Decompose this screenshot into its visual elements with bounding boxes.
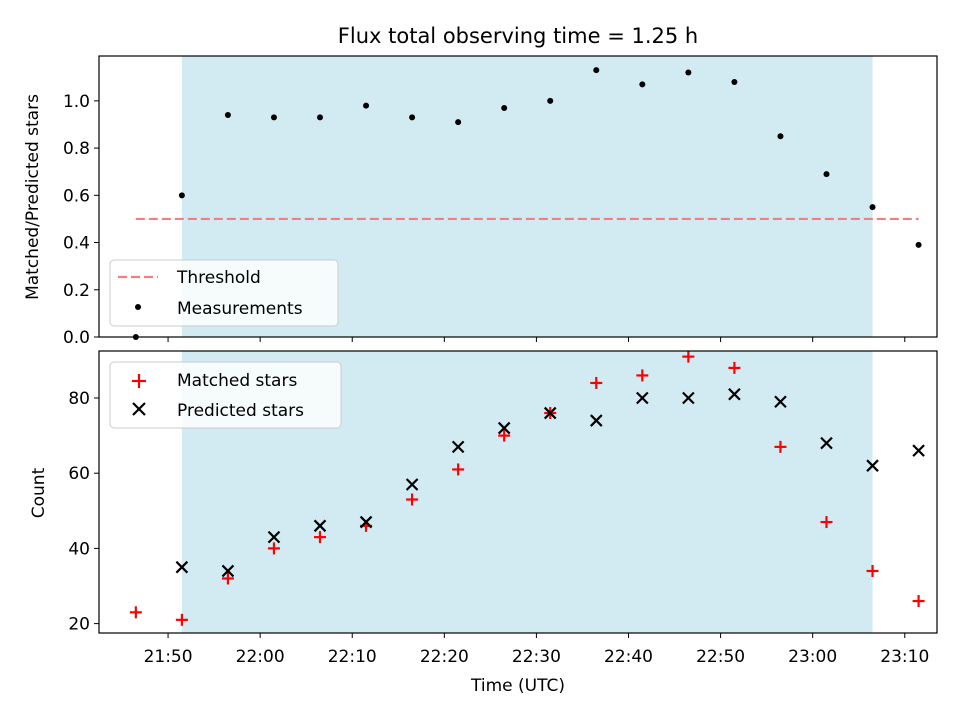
predicted-star-point bbox=[221, 564, 235, 578]
bottom-ytick-label: 80 bbox=[68, 389, 90, 409]
bottom-panel: 20 40 60 80 21:50 22:00 22:10 22:20 22:30 22:40 2… bbox=[29, 350, 938, 696]
bottom-legend: Matched stars Predicted stars bbox=[109, 361, 342, 429]
bottom-y-axis-label: Count bbox=[29, 467, 49, 518]
matched-star-point bbox=[820, 516, 833, 529]
matched-star-point bbox=[912, 595, 925, 608]
predicted-star-point bbox=[774, 395, 787, 409]
xtick-label: 23:00 bbox=[788, 647, 837, 667]
predicted-star-point bbox=[682, 391, 695, 405]
top-ytick-label: 0.8 bbox=[63, 139, 90, 159]
measurement-point bbox=[455, 119, 462, 126]
predicted-star-point bbox=[405, 478, 419, 491]
xtick-label: 22:00 bbox=[236, 647, 285, 667]
legend-predicted-marker bbox=[132, 402, 146, 416]
measurement-point bbox=[501, 104, 508, 111]
matched-star-point bbox=[728, 361, 741, 374]
measurement-point bbox=[224, 112, 231, 119]
top-legend-box bbox=[109, 259, 339, 327]
bottom-axes-frame bbox=[98, 350, 938, 634]
matched-star-point bbox=[129, 606, 142, 619]
measurement-point bbox=[363, 102, 370, 109]
matched-star-point bbox=[636, 369, 649, 382]
matched-star-point bbox=[267, 542, 280, 555]
measurement-point bbox=[639, 81, 646, 88]
measurement-point bbox=[685, 69, 692, 76]
legend-predicted-label: Predicted stars bbox=[177, 401, 304, 421]
predicted-star-point bbox=[497, 421, 511, 435]
measurement-point bbox=[593, 67, 600, 74]
xtick-label: 21:50 bbox=[144, 647, 193, 667]
xtick-label: 22:10 bbox=[328, 647, 377, 667]
bottom-ytick-label: 60 bbox=[68, 464, 90, 484]
xtick-label: 22:30 bbox=[512, 647, 561, 667]
predicted-star-point bbox=[636, 391, 649, 405]
top-ytick-label: 0.0 bbox=[63, 328, 90, 348]
matched-star-point bbox=[774, 440, 787, 453]
legend-matched-label: Matched stars bbox=[177, 371, 297, 391]
chart-title: Flux total observing time = 1.25 h bbox=[338, 24, 698, 48]
top-ytick-label: 0.4 bbox=[63, 234, 90, 254]
predicted-star-point bbox=[728, 387, 741, 401]
top-ytick-label: 1.0 bbox=[63, 92, 90, 112]
top-panel: 0.0 0.2 0.4 0.6 0.8 1.0 Matched/Predicted sta… bbox=[23, 55, 938, 348]
top-legend: Threshold Measurements bbox=[109, 259, 339, 327]
top-ytick-label: 0.2 bbox=[63, 281, 90, 301]
bottom-legend-box bbox=[109, 361, 342, 429]
measurement-point bbox=[270, 114, 277, 121]
xtick-label: 22:20 bbox=[420, 647, 469, 667]
bottom-ytick-label: 40 bbox=[68, 539, 90, 559]
predicted-star-point bbox=[589, 414, 603, 427]
matched-star-point bbox=[406, 493, 419, 506]
predicted-star-point bbox=[359, 515, 373, 529]
bottom-ytick-label: 20 bbox=[68, 615, 90, 635]
xtick-label: 22:40 bbox=[604, 647, 653, 667]
predicted-star-point bbox=[313, 519, 327, 533]
matched-star-point bbox=[452, 463, 465, 476]
measurement-point bbox=[869, 204, 876, 211]
measurement-point bbox=[178, 192, 185, 199]
matched-star-point bbox=[682, 350, 695, 363]
predicted-star-point bbox=[267, 530, 281, 544]
legend-measurements-label: Measurements bbox=[177, 299, 303, 319]
predicted-star-point bbox=[175, 560, 189, 574]
measurement-point bbox=[731, 78, 738, 85]
xtick-label: 22:50 bbox=[696, 647, 745, 667]
measurement-point bbox=[317, 114, 324, 121]
measurement-point bbox=[547, 97, 554, 104]
matched-star-point bbox=[498, 429, 511, 442]
matched-star-point bbox=[590, 376, 603, 389]
legend-measurements-marker bbox=[135, 304, 141, 310]
matched-star-point bbox=[221, 572, 234, 585]
measurement-point bbox=[777, 133, 784, 140]
top-y-axis-label: Matched/Predicted stars bbox=[23, 94, 43, 300]
measurement-point bbox=[915, 241, 922, 248]
matched-star-point bbox=[866, 564, 879, 577]
legend-matched-marker bbox=[132, 374, 146, 388]
predicted-star-point bbox=[866, 459, 879, 472]
legend-threshold-label: Threshold bbox=[176, 268, 261, 288]
measurement-point bbox=[823, 171, 830, 178]
matched-star-point bbox=[314, 531, 327, 544]
predicted-star-point bbox=[912, 444, 925, 457]
x-axis-label: Time (UTC) bbox=[470, 676, 565, 696]
predicted-star-point bbox=[451, 440, 465, 454]
xtick-label: 23:10 bbox=[880, 647, 929, 667]
measurement-point bbox=[409, 114, 416, 121]
predicted-star-point bbox=[543, 406, 557, 420]
top-ytick-label: 0.6 bbox=[63, 186, 90, 206]
predicted-star-point bbox=[820, 436, 833, 450]
matched-star-point bbox=[175, 613, 188, 626]
top-axes-frame bbox=[98, 55, 938, 338]
